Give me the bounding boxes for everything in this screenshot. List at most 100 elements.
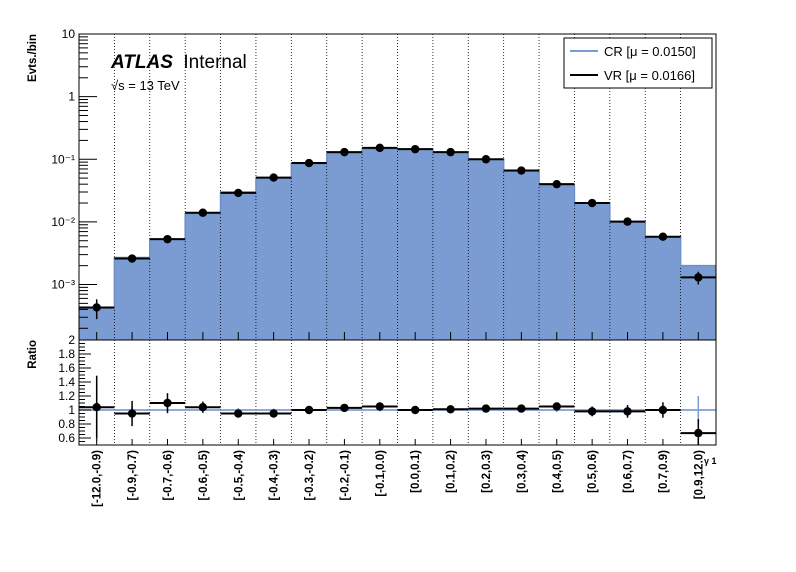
vr-point-marker — [127, 254, 137, 263]
y-tick-label: 10⁻³ — [51, 278, 75, 292]
vr-data-points — [79, 143, 716, 320]
ratio-vr-points — [79, 375, 716, 445]
cr-bin-8 — [362, 149, 398, 340]
bin-label: [-12.0,-0.9) — [92, 450, 104, 507]
bin-label: [-0.1,0.0) — [375, 450, 387, 497]
ratio-point — [362, 402, 398, 411]
ratio-point-marker — [658, 405, 668, 415]
ratio-point-marker — [694, 428, 703, 438]
vr-point — [609, 217, 646, 226]
legend-entry-cr: CR [μ = 0.0150] — [604, 44, 696, 59]
bin-label: [-0.4,-0.3) — [269, 450, 281, 501]
ratio-y-tick-label: 1.2 — [58, 389, 75, 403]
vr-point — [503, 166, 540, 175]
vr-point-marker — [163, 234, 172, 244]
ratio-x-axis-ticks — [96, 439, 699, 445]
ratio-y-tick-label: 0.8 — [58, 417, 75, 431]
cr-bin-5 — [255, 177, 292, 340]
ratio-y-axis-title: Ratio — [27, 340, 39, 369]
vr-point — [468, 155, 504, 164]
ratio-point-marker — [446, 405, 455, 414]
vr-point — [574, 198, 610, 208]
ratio-point-marker — [304, 405, 314, 415]
vr-point — [680, 271, 716, 285]
vr-point — [220, 188, 256, 198]
atlas-status-text: Internal — [183, 52, 246, 73]
vr-point-marker — [375, 143, 385, 153]
bin-label: [0.6,0.7) — [623, 450, 635, 493]
bin-label: [0.4,0.5) — [552, 450, 564, 493]
vr-point — [432, 147, 469, 157]
ratio-point-marker — [517, 404, 526, 413]
bin-label: [0.5,0.6) — [587, 450, 599, 493]
ratio-point — [255, 409, 292, 418]
y-tick-label: 10⁻¹ — [51, 152, 75, 166]
vr-point — [291, 158, 327, 168]
vr-point-marker — [481, 155, 491, 164]
ratio-vertical-gridlines — [113, 340, 682, 445]
ratio-y-tick-label: 1.4 — [58, 375, 75, 389]
vr-point-marker — [623, 217, 632, 226]
vr-point — [362, 143, 398, 153]
legend-box — [563, 37, 713, 89]
y-axis-title: Evts./bin — [27, 34, 39, 82]
bin-label: [0.3,0.4) — [516, 450, 528, 493]
cr-bin-1 — [114, 257, 151, 340]
ratio-y-axis-ticks: 0.60.811.21.41.61.82 — [58, 333, 91, 446]
ratio-point — [149, 393, 186, 413]
vr-point — [114, 254, 150, 263]
vr-point — [149, 234, 186, 244]
ratio-point-marker — [623, 407, 632, 416]
cr-bin-2 — [149, 239, 186, 340]
x-bin-labels: [-12.0,-0.9) [-0.9,-0.7) [-0.7,-0.6) [-0.6,… — [92, 450, 706, 507]
y-tick-label: 1 — [68, 90, 75, 104]
bin-label: [0.7,0.9) — [658, 450, 670, 493]
ratio-point-marker — [127, 409, 137, 418]
cr-bin-3 — [185, 213, 221, 340]
vr-point — [255, 173, 292, 182]
ratio-point — [574, 406, 610, 417]
cr-bin-16 — [645, 236, 682, 340]
ratio-point-marker — [587, 407, 597, 416]
vr-point-marker — [198, 208, 208, 217]
ratio-point-marker — [375, 402, 385, 411]
bin-label: [0.0,0.1) — [410, 450, 422, 493]
ratio-point — [432, 405, 469, 414]
ratio-y-tick-label: 0.6 — [58, 431, 75, 445]
cr-bin-11 — [468, 159, 505, 340]
ratio-point-marker — [410, 405, 420, 415]
ratio-plot-panel: 0.60.811.21.41.61.82 [-12.0,-0.9) [-0.9,-… — [58, 333, 717, 507]
bin-label: [-0.7,-0.6) — [162, 450, 174, 501]
cr-bin-4 — [220, 192, 257, 340]
vr-point-marker — [304, 158, 314, 168]
ratio-point — [397, 405, 433, 415]
bin-label: [-0.2,-0.1) — [339, 450, 351, 501]
ratio-point-marker — [340, 403, 349, 413]
ratio-point — [609, 405, 646, 418]
atlas-label: ATLAS Internal — [110, 52, 247, 73]
vr-point-marker — [340, 147, 349, 157]
energy-label: √s = 13 TeV — [111, 78, 180, 93]
y-tick-label: 10⁻² — [51, 215, 75, 229]
vr-point-marker — [587, 198, 597, 208]
vr-point-marker — [694, 273, 703, 282]
bin-label: [0.9,12.0) — [693, 450, 705, 499]
bin-label: [-0.5,-0.4) — [233, 450, 245, 501]
ratio-y-tick-label: 1.6 — [58, 361, 75, 375]
legend: CR [μ = 0.0150] VR [μ = 0.0166] — [563, 37, 713, 89]
ratio-point — [114, 400, 150, 427]
vr-point — [79, 299, 115, 320]
vr-point-marker — [410, 144, 420, 154]
vr-point-marker — [269, 173, 278, 182]
ratio-point-marker — [234, 409, 243, 418]
bin-label: [0.2,0.3) — [481, 450, 493, 493]
main-x-axis-ticks — [96, 332, 699, 340]
cr-bin-9 — [397, 149, 434, 340]
main-plot-panel: 10 1 10⁻¹ 10⁻² 10⁻³ — [51, 27, 717, 341]
ratio-point — [185, 401, 221, 413]
ratio-point — [326, 403, 363, 413]
bin-label: [-0.9,-0.7) — [127, 450, 139, 501]
ratio-point — [539, 402, 575, 411]
vr-point — [397, 144, 433, 154]
